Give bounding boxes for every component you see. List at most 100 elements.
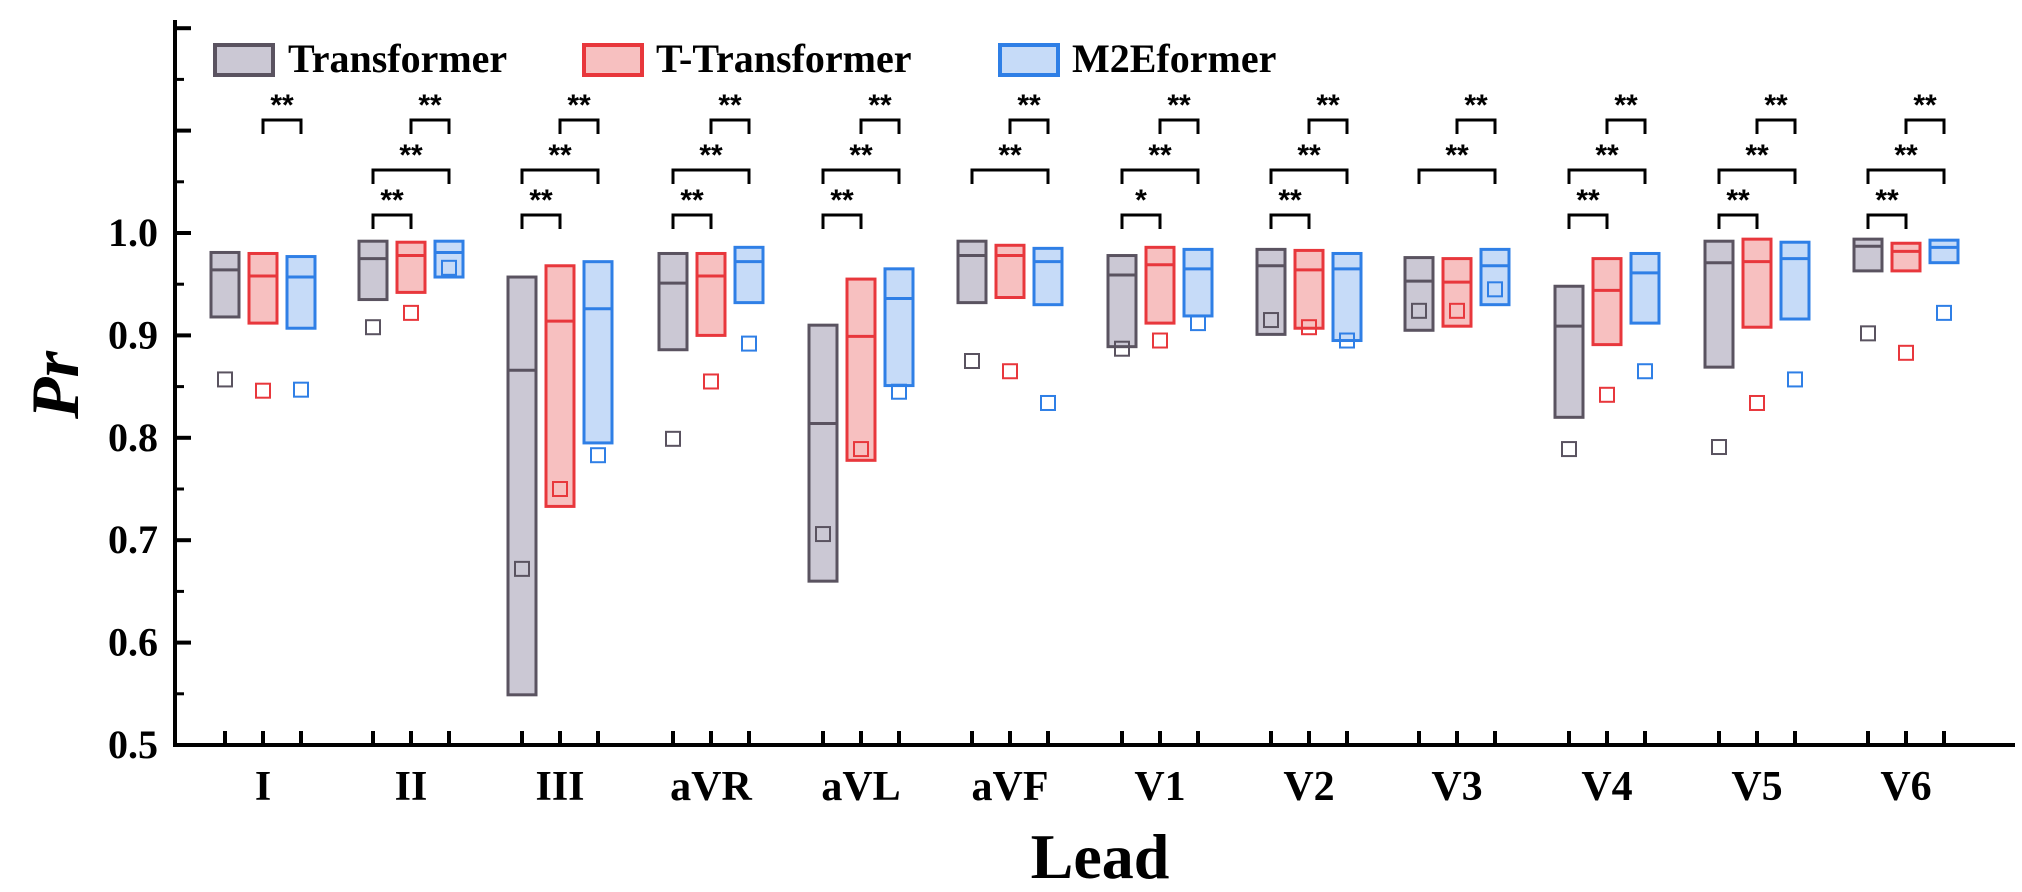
significance-bracket [1717,168,1797,184]
legend: Transformer T-Transformer M2Eformer [213,36,1276,81]
box-1-1 [395,240,427,294]
significance-bracket [859,118,901,134]
significance-bracket [520,213,562,229]
legend-swatch-0 [213,43,275,77]
box-2-6 [1182,247,1214,318]
x-tick-label: III [535,764,584,810]
box-2-11 [1928,238,1960,265]
mean-marker [1749,394,1765,411]
significance-bracket [1755,118,1797,134]
significance-label: ** [1445,139,1469,172]
box-0-4 [807,323,839,583]
significance-label: ** [699,139,723,172]
mean-marker [891,383,907,400]
significance-label: ** [1297,139,1321,172]
mean-marker [1487,281,1503,298]
significance-bracket [1269,213,1311,229]
significance-label: ** [270,89,294,122]
significance-label: ** [399,139,423,172]
significance-bracket [709,118,751,134]
significance-label: ** [1595,139,1619,172]
significance-bracket [409,118,451,134]
x-tick-label: aVF [972,764,1049,810]
mean-marker [1860,325,1876,342]
legend-label-0: Transformer [288,36,507,81]
significance-bracket [671,168,751,184]
box-0-6 [1106,254,1138,349]
significance-label: ** [998,139,1022,172]
mean-marker [1411,302,1427,319]
x-tick-label: V5 [1731,764,1782,810]
box-2-7 [1331,251,1363,343]
significance-label: ** [868,89,892,122]
x-ticks: I II III aVR aVL aVF V1 V2 V3 V4 V5 V6 [223,731,1946,810]
significance-brackets: ** **************************************… [261,89,1946,229]
significance-bracket [1455,118,1497,134]
mean-marker [1561,441,1577,458]
significance-label: ** [718,89,742,122]
y-tick-label: 0.9 [108,312,158,357]
box-0-5 [956,239,988,305]
mean-marker [1339,332,1355,349]
x-tick-label: V2 [1283,764,1334,810]
mean-marker [1263,312,1279,329]
significance-bracket [371,213,413,229]
box-2-3 [733,245,765,305]
significance-bracket [1866,168,1946,184]
box-2-10 [1779,240,1811,321]
box-0-2 [506,275,538,697]
box-1-7 [1293,248,1325,330]
significance-bracket [821,213,863,229]
significance-bracket [1605,118,1647,134]
box-1-11 [1890,241,1922,273]
significance-label: ** [1875,184,1899,217]
mean-marker [293,381,309,398]
significance-label: ** [1464,89,1488,122]
box-2-5 [1032,246,1064,307]
box-1-10 [1741,237,1773,329]
mean-marker [590,447,606,464]
mean-marker [441,259,457,276]
mean-marker [365,319,381,336]
axes [173,20,2015,747]
significance-bracket [821,168,901,184]
significance-bracket [520,168,600,184]
mean-marker [403,304,419,321]
legend-swatch-1 [582,43,644,77]
mean-marker [255,382,271,399]
significance-label: ** [548,139,572,172]
box-1-2 [544,264,576,508]
box-1-5 [994,243,1026,300]
x-tick-label: V6 [1880,764,1931,810]
mean-marker [665,430,681,447]
x-axis-title: Lead [1031,821,1170,892]
x-tick-label: aVR [670,764,752,810]
significance-bracket [1904,118,1946,134]
mean-marker [1936,304,1952,321]
box-0-7 [1255,247,1287,336]
legend-label-1: T-Transformer [656,36,912,81]
significance-label: ** [1316,89,1340,122]
y-ticks: 0.5 0.6 0.7 0.8 0.9 1.0 [108,26,191,767]
significance-bracket [970,168,1050,184]
significance-bracket [261,118,303,134]
significance-label: ** [1017,89,1041,122]
significance-label: ** [529,184,553,217]
mean-marker [1040,394,1056,411]
boxes [209,237,1960,697]
box-2-1 [433,239,465,279]
mean-marker [1898,344,1914,361]
significance-bracket [1008,118,1050,134]
mean-marker [1599,386,1615,403]
significance-bracket [1417,168,1497,184]
y-tick-label: 0.6 [108,620,158,665]
significance-label: ** [1764,89,1788,122]
mean-marker [1114,340,1130,357]
box-2-0 [285,255,317,330]
significance-label: ** [418,89,442,122]
significance-label: ** [849,139,873,172]
significance-label: ** [1148,139,1172,172]
mean-marker [1449,302,1465,319]
mean-marker [741,335,757,352]
box-0-11 [1852,237,1884,273]
